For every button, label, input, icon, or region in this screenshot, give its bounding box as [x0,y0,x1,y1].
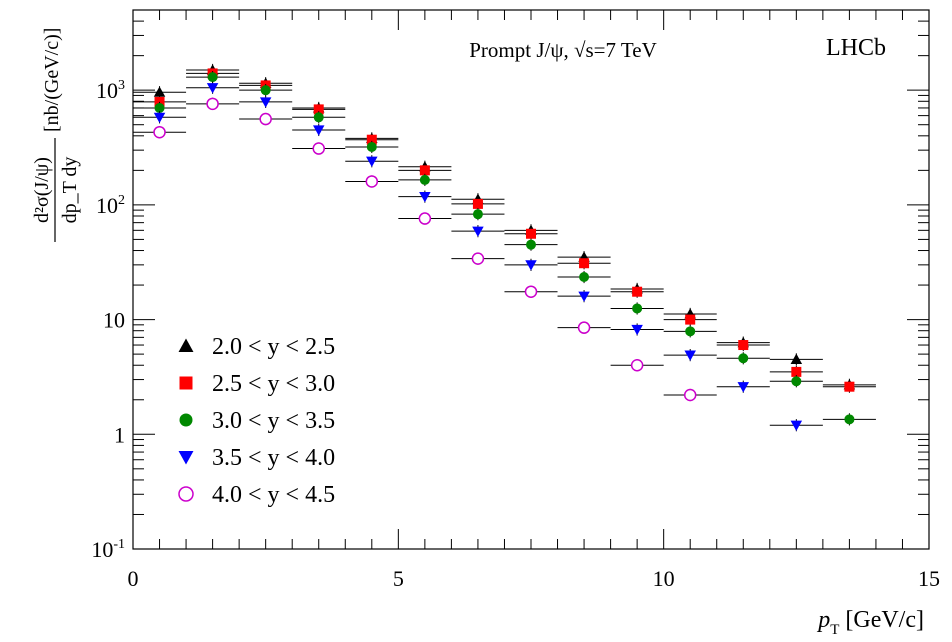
legend-marker [178,338,194,352]
data-point [526,228,536,239]
data-point [471,252,485,265]
data-point [312,125,325,136]
legend-label: 2.0 < y < 2.5 [212,334,335,360]
y-axis-label-unit: [nb/(GeV/c)] [41,28,63,132]
data-point [631,324,643,336]
y-tick-label: 103 [96,78,125,103]
data-point [632,303,643,314]
y-tick-label: 10-1 [91,537,125,562]
data-point [419,192,431,203]
legend-label: 3.5 < y < 4.0 [212,445,335,471]
x-axis-label: pT [GeV/c] [816,607,924,638]
data-point [259,112,272,126]
axis-ticks [132,9,930,550]
data-point [579,258,590,269]
data-point [312,142,325,155]
data-point [790,353,803,364]
x-axis-label-main: p [816,607,830,633]
x-tick-label: 10 [653,566,675,591]
data-point [313,112,324,123]
data-point [738,340,749,351]
data-point [791,376,802,387]
series-circle [133,71,876,426]
data-point [472,226,484,237]
data-point [366,141,377,152]
legend-label: 2.5 < y < 3.0 [212,371,335,397]
data-point [418,212,432,225]
data-point [844,414,855,425]
data-point [578,291,590,302]
experiment-label: LHCb [826,35,886,61]
data-point [577,321,591,334]
legend: 2.0 < y < 2.5 2.5 < y < 3.0 3.0 < y < 3.5 3… [178,334,335,508]
data-point [844,381,855,392]
data-point [366,134,377,145]
data-point [313,104,324,115]
y-axis-label-denominator: dp_T dy [59,157,81,224]
data-point [419,165,430,176]
data-point [472,198,483,209]
x-tick-labels: 0 5 10 15 [128,566,941,591]
series-open-circle [133,97,717,402]
y-axis-label: d²σ(J/ψ) dp_T dy [nb/(GeV/c)] [31,28,81,242]
data-point [472,209,483,220]
y-tick-label: 1 [114,422,125,447]
data-point [526,239,536,250]
legend-marker [178,486,194,502]
data-point [579,272,590,283]
data-point [207,72,218,83]
data-point [685,314,696,325]
data-point [206,83,219,94]
data-point [737,382,750,393]
data-point [525,260,537,271]
legend-marker [179,413,193,427]
data-point [630,358,644,372]
data-point [153,86,166,97]
series-triangle-down [133,81,823,432]
data-point [153,125,166,139]
data-point [154,102,165,113]
data-point [632,286,643,297]
data-point [206,97,219,111]
data-point [259,97,272,108]
series-square [133,67,876,393]
data-point [684,350,696,361]
data-point [524,285,538,298]
y-tick-labels: 10-1 1 10 102 103 [91,78,125,562]
data-point [791,366,802,377]
data-point [685,326,696,337]
data-point [365,175,379,188]
y-axis-label-numerator: d²σ(J/ψ) [31,157,53,223]
x-tick-label: 15 [918,566,940,591]
data-point [790,420,803,431]
data-marks [133,63,876,432]
data-point [366,156,378,168]
legend-label: 4.0 < y < 4.5 [212,482,335,508]
data-point [683,388,697,402]
data-point [738,353,749,364]
data-point [419,174,430,185]
legend-marker [179,376,193,390]
data-point [153,112,166,124]
data-point [260,85,271,96]
chart-title: Prompt J/ψ, √s=7 TeV [469,38,657,62]
y-tick-label: 102 [96,193,125,218]
x-axis-label-unit: [GeV/c] [845,607,924,633]
x-axis-label-sub: T [830,622,839,638]
y-tick-label: 10 [103,308,125,333]
x-tick-label: 5 [393,566,404,591]
x-tick-label: 0 [128,566,139,591]
legend-marker [178,451,194,465]
legend-label: 3.0 < y < 3.5 [212,408,335,434]
